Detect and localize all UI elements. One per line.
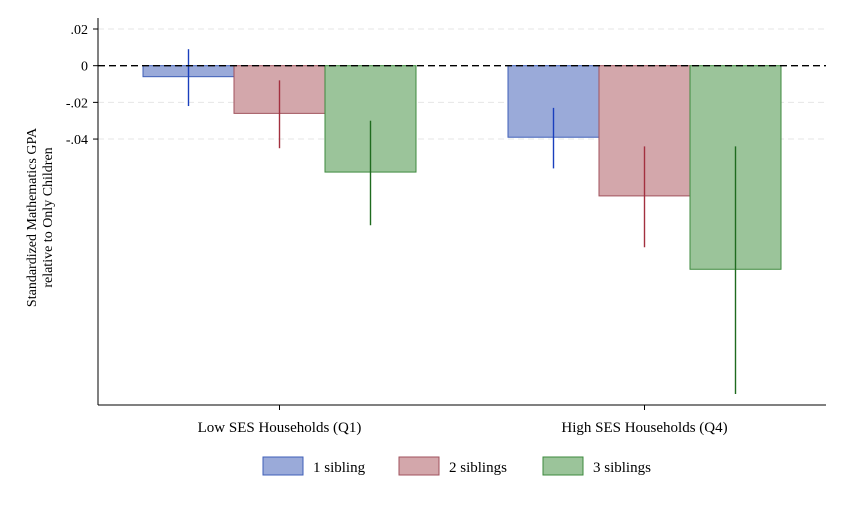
category-label: Low SES Households (Q1) <box>198 420 362 436</box>
y-tick-label: 0 <box>81 60 88 75</box>
grid-lines <box>98 28 826 140</box>
legend-label: 1 sibling <box>313 460 366 476</box>
confidence-intervals <box>187 49 737 394</box>
y-tick-label: -.04 <box>66 133 88 148</box>
bars <box>142 65 782 270</box>
category-label: High SES Households (Q4) <box>561 420 727 436</box>
y-axis-title-line: Standardized Mathematics GPA <box>25 127 40 307</box>
legend-swatch <box>398 456 440 476</box>
y-tick-label: -.02 <box>66 96 88 111</box>
category-labels: Low SES Households (Q1) High SES Househol… <box>198 405 728 436</box>
legend: 1 sibling 2 siblings 3 siblings <box>262 456 651 476</box>
legend-swatch <box>542 456 584 476</box>
y-ticks: .02 0 -.02 -.04 <box>66 23 98 148</box>
y-axis-title-line: relative to Only Children <box>41 147 56 287</box>
legend-label: 2 siblings <box>449 460 507 476</box>
legend-swatch <box>262 456 304 476</box>
y-tick-label: .02 <box>71 23 89 38</box>
axes <box>97 18 826 406</box>
legend-label: 3 siblings <box>593 460 651 476</box>
y-axis-title: Standardized Mathematics GPArelative to … <box>25 127 56 307</box>
